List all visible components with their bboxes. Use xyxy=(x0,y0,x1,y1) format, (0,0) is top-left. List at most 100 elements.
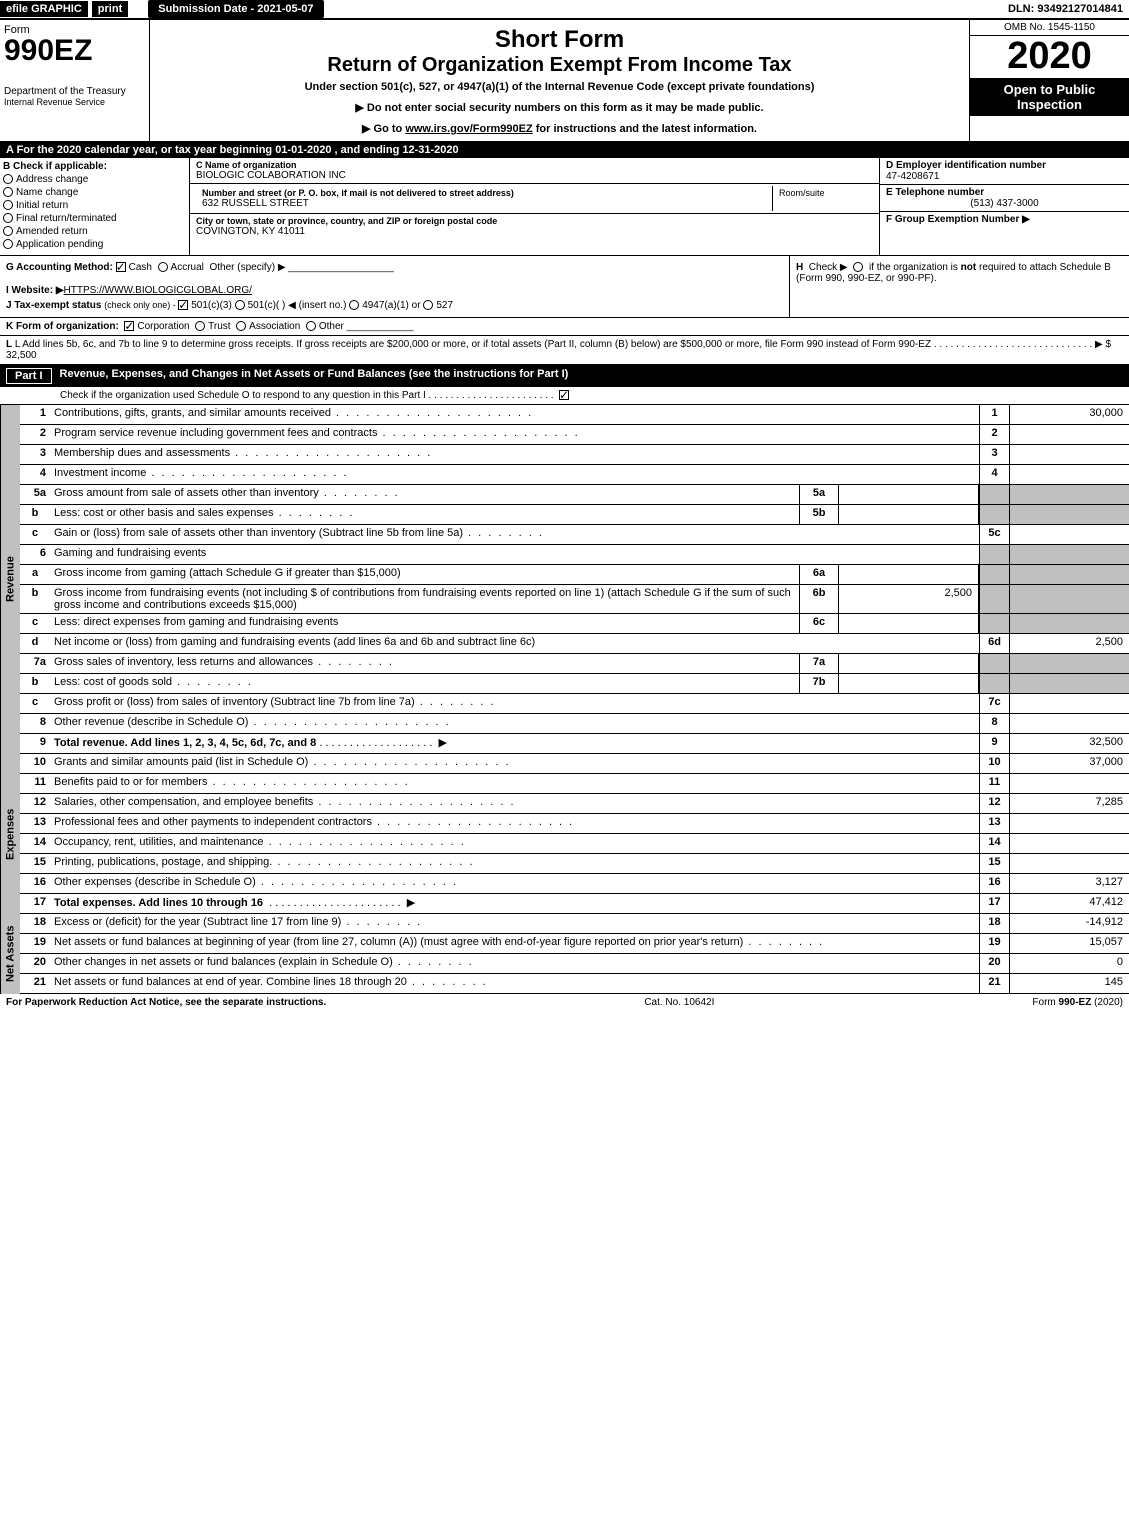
d-ein-label: D Employer identification number xyxy=(886,160,1123,171)
line-1-amt: 30,000 xyxy=(1009,405,1129,424)
section-b-c-d: B Check if applicable: Address change Na… xyxy=(0,158,1129,256)
dln-number: DLN: 93492127014841 xyxy=(1008,3,1129,15)
cb-other[interactable] xyxy=(306,321,316,331)
line-6b-desc: Gross income from fundraising events (no… xyxy=(50,585,799,613)
ein-value: 47-4208671 xyxy=(886,171,1123,182)
line-2-amt xyxy=(1009,425,1129,444)
line-6d-desc: Net income or (loss) from gaming and fun… xyxy=(50,634,979,653)
form-subtitle: Under section 501(c), 527, or 4947(a)(1)… xyxy=(160,81,959,93)
form-title-2: Return of Organization Exempt From Incom… xyxy=(160,54,959,77)
g-h-row: G Accounting Method: Cash Accrual Other … xyxy=(0,256,1129,318)
b-label: B Check if applicable: xyxy=(3,161,186,172)
room-suite-label: Room/suite xyxy=(773,186,873,211)
line-19-amt: 15,057 xyxy=(1009,934,1129,953)
org-name: BIOLOGIC COLABORATION INC xyxy=(196,170,873,181)
line-7c-desc: Gross profit or (loss) from sales of inv… xyxy=(50,694,979,713)
part-1-check: Check if the organization used Schedule … xyxy=(0,387,1129,405)
efile-label: efile GRAPHIC xyxy=(0,1,88,17)
cb-schedule-o[interactable] xyxy=(559,390,569,400)
irs-link[interactable]: www.irs.gov/Form990EZ xyxy=(405,123,532,135)
line-17-amt: 47,412 xyxy=(1009,894,1129,913)
line-5b-desc: Less: cost or other basis and sales expe… xyxy=(50,505,799,524)
line-16-desc: Other expenses (describe in Schedule O) xyxy=(50,874,979,893)
line-3-desc: Membership dues and assessments xyxy=(50,445,979,464)
line-1-desc: Contributions, gifts, grants, and simila… xyxy=(50,405,979,424)
cb-4947[interactable] xyxy=(349,300,359,310)
line-4-amt xyxy=(1009,465,1129,484)
cb-cash[interactable] xyxy=(116,262,126,272)
line-15-desc: Printing, publications, postage, and shi… xyxy=(50,854,979,873)
form-note-2: ▶ Go to www.irs.gov/Form990EZ for instru… xyxy=(160,122,959,135)
line-14-amt xyxy=(1009,834,1129,853)
print-button[interactable]: print xyxy=(92,1,128,17)
c-name-label: C Name of organization xyxy=(196,160,873,170)
tax-year-line: A For the 2020 calendar year, or tax yea… xyxy=(0,142,1129,158)
i-website: I Website: ▶HTTPS://WWW.BIOLOGICGLOBAL.O… xyxy=(6,285,783,296)
cb-amended[interactable]: Amended return xyxy=(3,226,186,237)
footer-left: For Paperwork Reduction Act Notice, see … xyxy=(6,997,326,1008)
line-9-amt: 32,500 xyxy=(1009,734,1129,753)
line-5a-desc: Gross amount from sale of assets other t… xyxy=(50,485,799,504)
cb-name-change[interactable]: Name change xyxy=(3,187,186,198)
part-1-title: Revenue, Expenses, and Changes in Net As… xyxy=(60,368,569,384)
line-20-desc: Other changes in net assets or fund bala… xyxy=(50,954,979,973)
cb-address-change[interactable]: Address change xyxy=(3,174,186,185)
cb-527[interactable] xyxy=(423,300,433,310)
page-footer: For Paperwork Reduction Act Notice, see … xyxy=(0,994,1129,1011)
expenses-section: Expenses 10Grants and similar amounts pa… xyxy=(0,754,1129,914)
line-21-amt: 145 xyxy=(1009,974,1129,993)
cb-501c3[interactable] xyxy=(178,300,188,310)
line-4-desc: Investment income xyxy=(50,465,979,484)
cb-pending[interactable]: Application pending xyxy=(3,239,186,250)
cb-initial-return[interactable]: Initial return xyxy=(3,200,186,211)
form-header: Form 990EZ Department of the Treasury In… xyxy=(0,20,1129,142)
line-18-desc: Excess or (deficit) for the year (Subtra… xyxy=(50,914,979,933)
line-6a-desc: Gross income from gaming (attach Schedul… xyxy=(50,565,799,584)
footer-right: Form 990-EZ (2020) xyxy=(1032,997,1123,1008)
line-6c-desc: Less: direct expenses from gaming and fu… xyxy=(50,614,799,633)
cb-final-return[interactable]: Final return/terminated xyxy=(3,213,186,224)
phone-value: (513) 437-3000 xyxy=(886,198,1123,209)
e-phone-label: E Telephone number xyxy=(886,187,1123,198)
c-addr-label: Number and street (or P. O. box, if mail… xyxy=(202,188,766,198)
irs-label: Internal Revenue Service xyxy=(4,97,145,107)
part-1-header: Part I Revenue, Expenses, and Changes in… xyxy=(0,365,1129,387)
line-10-amt: 37,000 xyxy=(1009,754,1129,773)
cb-501c[interactable] xyxy=(235,300,245,310)
cb-corp[interactable] xyxy=(124,321,134,331)
line-16-amt: 3,127 xyxy=(1009,874,1129,893)
line-12-desc: Salaries, other compensation, and employ… xyxy=(50,794,979,813)
form-note-1: ▶ Do not enter social security numbers o… xyxy=(160,101,959,114)
line-5b-val xyxy=(839,505,979,524)
submission-date: Submission Date - 2021-05-07 xyxy=(148,0,323,18)
line-8-amt xyxy=(1009,714,1129,733)
g-accounting: G Accounting Method: Cash Accrual Other … xyxy=(6,262,783,273)
line-19-desc: Net assets or fund balances at beginning… xyxy=(50,934,979,953)
line-14-desc: Occupancy, rent, utilities, and maintena… xyxy=(50,834,979,853)
part-1-label: Part I xyxy=(6,368,52,384)
cb-h[interactable] xyxy=(853,262,863,272)
line-2-desc: Program service revenue including govern… xyxy=(50,425,979,444)
line-3-amt xyxy=(1009,445,1129,464)
line-5a-val xyxy=(839,485,979,504)
line-5c-desc: Gain or (loss) from sale of assets other… xyxy=(50,525,979,544)
line-7c-amt xyxy=(1009,694,1129,713)
website-link[interactable]: HTTPS://WWW.BIOLOGICGLOBAL.ORG/ xyxy=(64,285,252,296)
line-6b-val: 2,500 xyxy=(839,585,979,613)
line-7a-desc: Gross sales of inventory, less returns a… xyxy=(50,654,799,673)
line-6a-val xyxy=(839,565,979,584)
form-number: 990EZ xyxy=(4,36,145,66)
cb-assoc[interactable] xyxy=(236,321,246,331)
footer-center: Cat. No. 10642I xyxy=(326,997,1032,1008)
line-9-desc: Total revenue. Add lines 1, 2, 3, 4, 5c,… xyxy=(50,734,979,753)
cb-trust[interactable] xyxy=(195,321,205,331)
line-15-amt xyxy=(1009,854,1129,873)
org-city: COVINGTON, KY 41011 xyxy=(196,226,873,237)
line-20-amt: 0 xyxy=(1009,954,1129,973)
line-6d-amt: 2,500 xyxy=(1009,634,1129,653)
department-label: Department of the Treasury xyxy=(4,86,145,97)
cb-accrual[interactable] xyxy=(158,262,168,272)
line-17-desc: Total expenses. Add lines 10 through 16 … xyxy=(50,894,979,913)
line-7b-desc: Less: cost of goods sold xyxy=(50,674,799,693)
org-address: 632 RUSSELL STREET xyxy=(202,198,766,209)
